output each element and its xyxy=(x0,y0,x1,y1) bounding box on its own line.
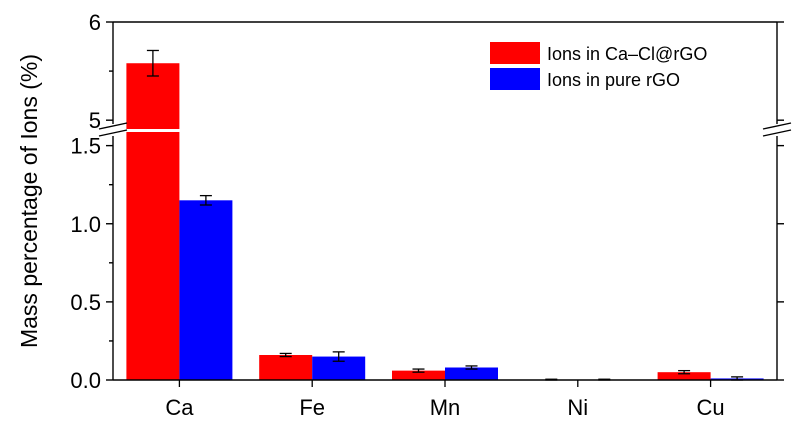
x-tick-label-cu: Cu xyxy=(697,395,725,420)
y-tick-label-1.5: 1.5 xyxy=(70,134,101,159)
y-axis-title: Mass percentage of Ions (%) xyxy=(16,54,42,348)
x-tick-label-ni: Ni xyxy=(567,395,588,420)
bars-layer xyxy=(126,63,764,381)
break-mark-right-2 xyxy=(762,129,792,137)
y-tick-label-5: 5 xyxy=(89,108,101,133)
legend-swatch-series-2 xyxy=(490,68,540,90)
bar-fe-series-1 xyxy=(259,355,313,380)
break-mark-right-1 xyxy=(762,122,792,130)
error-bars-layer xyxy=(146,49,744,381)
axes-layer xyxy=(98,21,792,387)
break-mark-left-1 xyxy=(98,122,128,130)
labels-layer: Ca Fe Mn Ni Cu 0.0 0.5 1.0 1.55 6 Mass percentage … xyxy=(16,10,725,420)
y-tick-label-0.5: 0.5 xyxy=(70,290,101,315)
bar-cu-series-1 xyxy=(657,372,711,380)
y-tick-label-6: 6 xyxy=(89,10,101,35)
bar-fe-series-2 xyxy=(312,356,366,380)
legend-swatch-series-1 xyxy=(490,42,540,64)
legend-label-series-2: Ions in pure rGO xyxy=(547,70,680,90)
bar-ca-series-2 xyxy=(179,200,233,380)
bar-mn-series-2 xyxy=(445,367,498,380)
bar-mn-series-1 xyxy=(392,370,445,380)
x-tick-label-ca: Ca xyxy=(165,395,194,420)
x-tick-label-mn: Mn xyxy=(430,395,461,420)
axis-break-gap xyxy=(111,129,779,132)
y-tick-label-0.0: 0.0 xyxy=(70,368,101,393)
y-tick-label-1.0: 1.0 xyxy=(70,212,101,237)
x-tick-label-fe: Fe xyxy=(299,395,325,420)
legend: Ions in Ca–Cl@rGO Ions in pure rGO xyxy=(490,42,707,90)
bar-ca-series-1 xyxy=(126,63,180,381)
legend-label-series-1: Ions in Ca–Cl@rGO xyxy=(547,44,707,64)
break-mark-left-2 xyxy=(98,129,128,137)
